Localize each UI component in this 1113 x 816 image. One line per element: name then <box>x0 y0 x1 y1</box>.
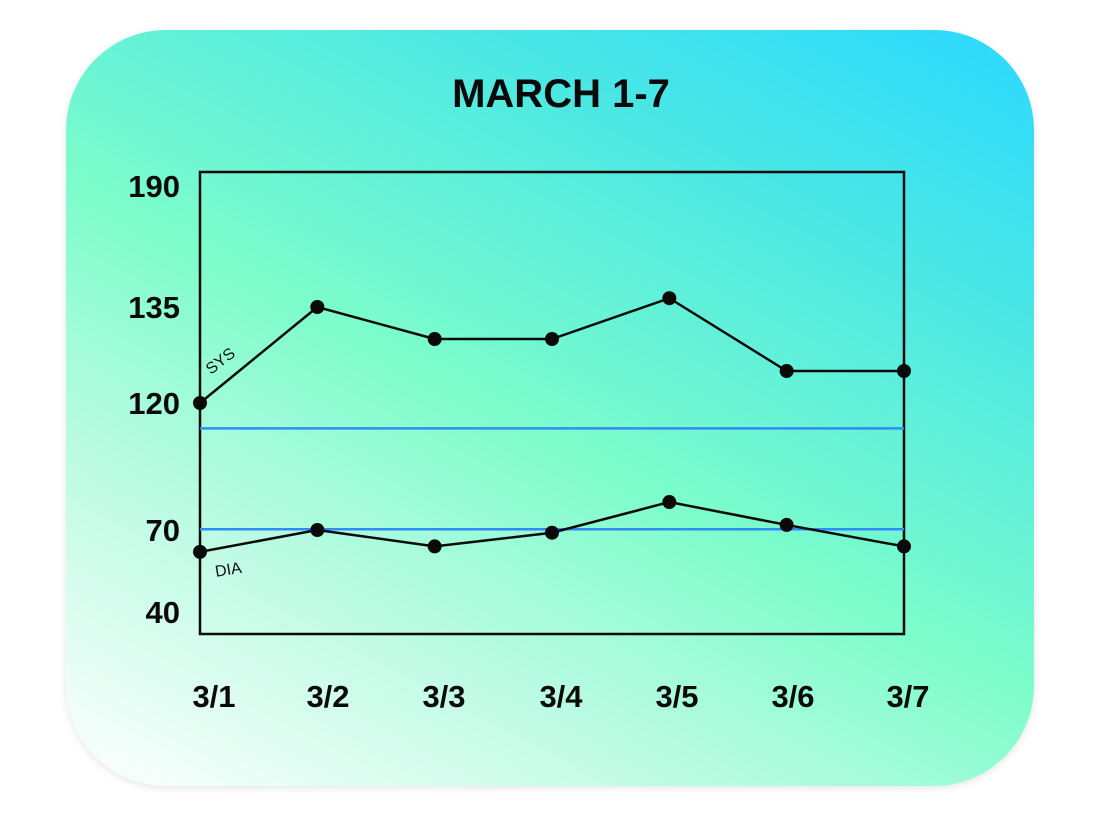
dia-series-label: DIA <box>214 560 243 581</box>
x-tick-label: 3/1 <box>192 679 235 714</box>
chart-title: MARCH 1-7 <box>452 72 670 116</box>
x-axis-tick-labels: 3/1 3/2 3/3 3/4 3/5 3/6 3/7 <box>192 679 929 714</box>
x-tick-label: 3/3 <box>422 679 465 714</box>
plot-area-frame <box>198 170 906 636</box>
sys-data-point <box>897 364 911 378</box>
x-tick-label: 3/2 <box>306 679 349 714</box>
sys-data-point <box>545 332 559 346</box>
dia-data-point <box>779 517 794 532</box>
y-tick-label: 135 <box>128 290 180 325</box>
dia-data-point <box>545 525 559 540</box>
dia-data-point <box>193 544 207 559</box>
dia-data-point <box>897 539 911 554</box>
sys-series-label: SYS <box>203 345 239 378</box>
sys-series-line <box>199 296 904 404</box>
sys-data-point <box>427 332 442 346</box>
dia-data-point <box>427 539 442 554</box>
sys-data-point <box>662 291 677 306</box>
sys-data-point <box>310 300 325 314</box>
reference-lines <box>200 427 904 531</box>
sys-data-point <box>779 364 794 378</box>
x-tick-label: 3/4 <box>539 679 583 714</box>
series-layer <box>193 291 911 559</box>
dia-data-point <box>662 495 677 510</box>
x-tick-label: 3/6 <box>771 679 814 714</box>
y-tick-label: 70 <box>146 513 180 548</box>
y-tick-label: 40 <box>146 595 180 630</box>
y-tick-label: 120 <box>128 386 180 421</box>
x-tick-label: 3/5 <box>655 679 698 714</box>
sys-data-point <box>193 396 207 410</box>
y-tick-label: 190 <box>128 169 180 204</box>
chart-card <box>66 30 1034 786</box>
y-axis-tick-labels: 190 135 120 70 40 <box>128 169 180 630</box>
dia-data-point <box>310 523 325 537</box>
x-tick-label: 3/7 <box>886 679 929 714</box>
